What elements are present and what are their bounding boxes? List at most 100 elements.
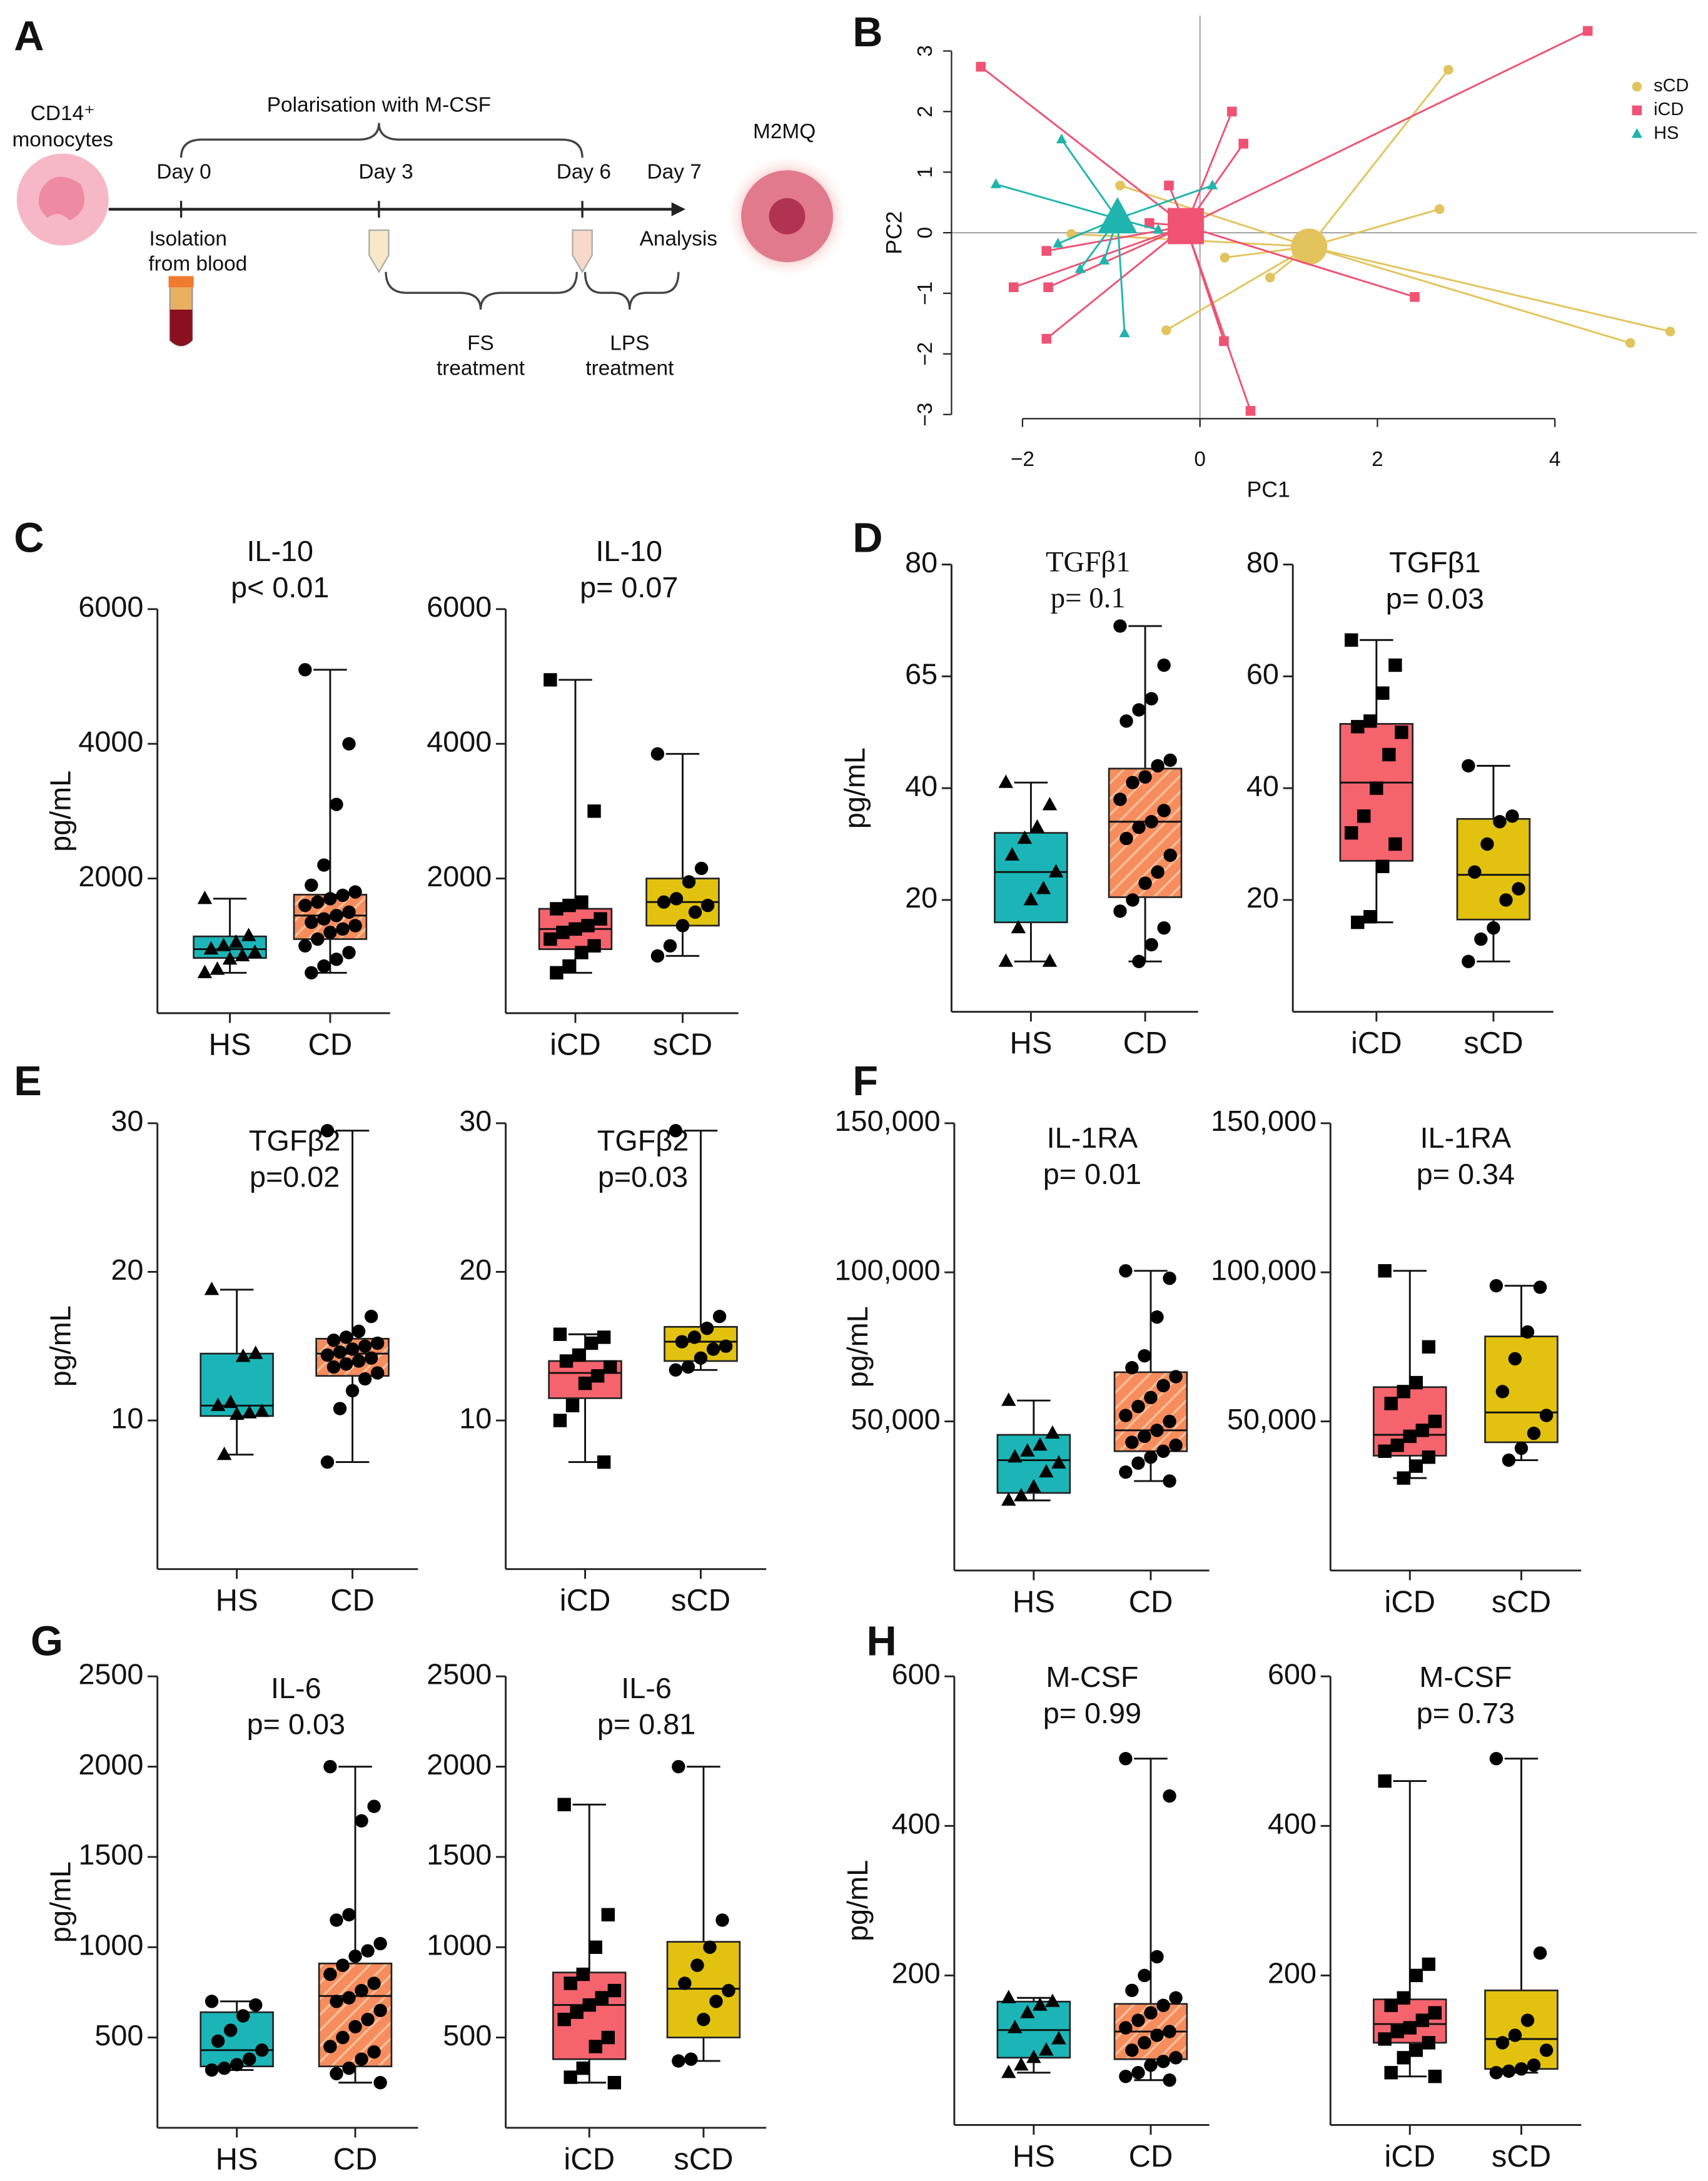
data-point <box>1378 1444 1392 1458</box>
data-point <box>323 2040 337 2053</box>
spoke <box>1185 111 1233 226</box>
y-tick-label: 1000 <box>78 1929 143 1961</box>
data-point <box>211 2034 225 2048</box>
data-point <box>1119 1752 1133 1766</box>
data-point <box>715 1913 729 1927</box>
y-tick-label: 1 <box>914 166 937 178</box>
data-point <box>682 875 696 889</box>
data-point <box>687 1330 702 1344</box>
bracket <box>385 271 578 310</box>
data-point <box>311 932 325 946</box>
cell-label: monocytes <box>12 128 113 151</box>
data-point <box>1489 1752 1503 1766</box>
chart-title: p= 0.01 <box>1043 1158 1141 1190</box>
data-point <box>1138 770 1152 784</box>
y-tick-label: 2000 <box>427 1748 492 1781</box>
data-point <box>222 951 238 965</box>
y-tick-label: 2000 <box>427 860 492 893</box>
data-point <box>1351 720 1365 734</box>
y-tick-label: 600 <box>1268 1658 1316 1691</box>
x-tick-label: CD <box>330 1584 375 1617</box>
y-tick-label: 4000 <box>78 726 143 758</box>
day-label: Day 3 <box>358 160 413 183</box>
data-point <box>1014 1487 1029 1502</box>
chart-title: p= 0.99 <box>1043 1697 1141 1729</box>
data-point <box>373 2003 387 2017</box>
data-point <box>1163 1414 1176 1429</box>
y-tick-label: 60 <box>1246 658 1279 691</box>
spoke <box>1185 30 1589 227</box>
spoke <box>1308 208 1440 248</box>
data-point <box>650 747 665 761</box>
data-point <box>675 919 690 933</box>
data-point <box>681 1360 695 1374</box>
data-point <box>589 2040 602 2053</box>
data-point <box>1023 892 1039 906</box>
data-point <box>348 885 362 899</box>
data-point <box>1163 753 1177 767</box>
point <box>1434 204 1445 215</box>
point <box>1220 253 1230 263</box>
data-point <box>358 1339 372 1353</box>
data-point <box>1357 809 1371 823</box>
data-point <box>1345 826 1358 840</box>
blood <box>169 309 193 346</box>
data-point <box>323 1759 337 1774</box>
data-point <box>1119 2021 1133 2035</box>
x-tick-label: iCD <box>1384 2140 1435 2173</box>
data-point <box>582 1998 596 2012</box>
data-point <box>1422 1340 1436 1354</box>
data-point <box>1468 865 1482 879</box>
data-point <box>1370 781 1383 795</box>
data-point <box>336 2030 350 2045</box>
spoke <box>1048 225 1186 288</box>
point <box>1008 282 1019 293</box>
x-tick-label: sCD <box>674 2142 733 2176</box>
chart-title: M-CSF <box>1046 1661 1138 1693</box>
data-point <box>697 2013 710 2027</box>
y-axis-label: pg/mL <box>44 771 77 852</box>
data-point <box>1397 1471 1410 1485</box>
data-point <box>243 2052 256 2066</box>
data-point <box>553 1327 567 1341</box>
spoke <box>1308 245 1631 344</box>
y-tick-label: 400 <box>892 1808 941 1840</box>
y-tick-label: 100,000 <box>835 1254 941 1287</box>
day-label: Day 6 <box>557 160 611 183</box>
data-point <box>1495 1385 1510 1399</box>
data-point <box>1144 2006 1158 2020</box>
data-point <box>1020 1443 1035 1457</box>
y-axis-label: pg/mL <box>841 1306 874 1387</box>
y-tick-label: 200 <box>892 1957 941 1990</box>
data-point <box>690 1958 704 1972</box>
data-point <box>1156 1444 1170 1458</box>
x-tick-label: 0 <box>1194 448 1206 471</box>
bracket <box>584 271 680 310</box>
data-point <box>556 925 570 939</box>
data-point <box>1487 921 1500 935</box>
data-point <box>1151 759 1165 773</box>
data-point <box>1378 2032 1392 2046</box>
product-label: M2MQ <box>753 120 816 143</box>
data-point <box>563 2070 577 2084</box>
data-point <box>361 1944 375 1958</box>
data-point <box>330 909 343 923</box>
data-point <box>607 2076 622 2090</box>
data-point <box>364 1310 378 1323</box>
data-point <box>345 1342 360 1356</box>
data-point <box>1008 1449 1023 1463</box>
y-tick-label: 2 <box>914 106 937 118</box>
data-point <box>1145 938 1158 952</box>
data-point <box>1489 2066 1503 2080</box>
chart-title: IL-6 <box>271 1672 321 1704</box>
point <box>1265 272 1275 283</box>
data-point <box>1409 1968 1423 1983</box>
y-axis-label: PC2 <box>882 211 907 254</box>
x-tick-label: sCD <box>671 1584 730 1617</box>
data-point <box>1151 865 1165 879</box>
data-point <box>1145 815 1158 829</box>
spoke <box>1061 139 1118 220</box>
data-point <box>1119 1264 1133 1278</box>
data-point <box>1157 658 1171 672</box>
data-point <box>1001 2064 1016 2078</box>
